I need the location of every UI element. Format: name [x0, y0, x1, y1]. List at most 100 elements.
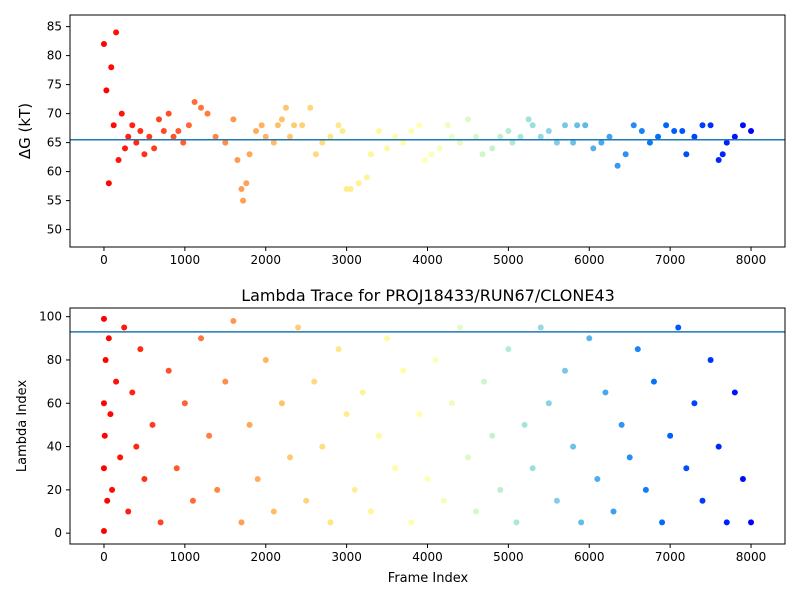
lambda-trace-data-point [100, 528, 107, 535]
delta-g-data-point [175, 128, 182, 134]
lambda-trace-data-point [562, 367, 568, 374]
delta-g-data-point [312, 151, 319, 158]
lambda-trace-data-point [319, 443, 326, 450]
delta-g-data-point [464, 116, 471, 123]
delta-g-data-point [125, 133, 132, 140]
delta-g-data-point [723, 139, 730, 146]
lambda-trace-data-point [456, 324, 463, 331]
lambda-trace-data-point [707, 356, 714, 363]
lambda-trace-data-point [109, 486, 116, 493]
lambda-trace-data-point [222, 378, 229, 385]
lambda-trace-y-axis: 0 20 40 60 80 100 [39, 310, 70, 540]
lambda-trace-y-tick-label: 0 [54, 526, 62, 540]
delta-g-chart: 0 1000 2000 3000 4000 5000 6000 7000 8000 50 55 60… [16, 14, 786, 267]
delta-g-data-point [545, 128, 552, 134]
delta-g-y-axis-label: ΔG (kT) [16, 103, 34, 159]
delta-g-data-point [170, 133, 177, 140]
delta-g-data-point [100, 41, 107, 47]
lambda-trace-y-axis-label: Lambda Index [15, 380, 30, 473]
delta-g-data-point [739, 122, 746, 129]
delta-g-data-point [719, 151, 726, 158]
lambda-trace-data-point [295, 324, 302, 331]
delta-g-data-point [630, 122, 637, 129]
delta-g-data-point [113, 29, 120, 36]
delta-g-data-point [299, 122, 306, 129]
delta-g-data-point [307, 104, 314, 111]
delta-g-data-point [509, 139, 516, 146]
lambda-trace-data-point [149, 421, 156, 428]
delta-g-data-point [416, 122, 423, 129]
delta-g-data-point [335, 122, 342, 129]
lambda-trace-data-point [189, 497, 196, 504]
delta-g-data-point [663, 122, 670, 129]
delta-g-data-point [327, 133, 334, 140]
delta-g-data-point [238, 186, 245, 192]
lambda-trace-x-axis-label: Frame Index [388, 571, 469, 586]
delta-g-data-point [198, 104, 205, 111]
lambda-trace-data-point [100, 400, 107, 407]
lambda-trace-y-tick-label: 100 [39, 310, 62, 324]
lambda-trace-data-point [545, 400, 552, 407]
delta-g-data-point [473, 133, 480, 140]
lambda-trace-data-point [513, 519, 520, 526]
lambda-trace-data-point [278, 400, 285, 407]
delta-g-data-point [707, 122, 714, 129]
delta-g-data-point [151, 145, 158, 152]
lambda-trace-data-point [723, 519, 730, 526]
lambda-trace-data-point [448, 400, 455, 407]
lambda-trace-data-point [270, 508, 277, 515]
delta-g-data-point [319, 139, 326, 146]
lambda-trace-data-point [586, 335, 593, 342]
lambda-trace-x-tick-label: 3000 [331, 550, 362, 564]
delta-g-data-point [679, 128, 686, 134]
delta-g-data-point [448, 133, 455, 140]
lambda-trace-x-tick-label: 2000 [250, 550, 281, 564]
delta-g-data-point [291, 122, 298, 129]
lambda-trace-data-point [137, 346, 144, 353]
delta-g-data-point [122, 145, 128, 152]
delta-g-data-point [489, 145, 496, 152]
lambda-trace-data-point [367, 508, 374, 515]
delta-g-data-point [146, 133, 153, 140]
delta-g-x-tick-label: 4000 [412, 253, 443, 267]
lambda-trace-data-point [731, 389, 738, 396]
delta-g-data-point [582, 122, 589, 129]
delta-g-y-tick-label: 50 [47, 223, 62, 237]
delta-g-data-point [691, 133, 698, 140]
delta-g-data-point [622, 151, 629, 158]
lambda-trace-data-point [537, 324, 544, 331]
lambda-trace-data-point [424, 476, 431, 483]
delta-g-x-tick-label: 8000 [736, 253, 767, 267]
lambda-trace-data-point [699, 497, 706, 504]
delta-g-data-point [347, 186, 354, 192]
lambda-trace-data-point [659, 519, 666, 526]
lambda-trace-data-point [335, 346, 342, 353]
lambda-trace-data-point [198, 335, 205, 342]
delta-g-y-tick-label: 55 [47, 194, 62, 208]
delta-g-x-tick-label: 5000 [493, 253, 524, 267]
lambda-trace-data-point [129, 389, 136, 396]
delta-g-data-point [562, 122, 568, 129]
lambda-trace-data-point [529, 465, 536, 472]
delta-g-data-point [212, 133, 219, 140]
lambda-trace-data-point [105, 335, 112, 342]
lambda-trace-data-point [101, 432, 108, 439]
delta-g-y-tick-label: 60 [47, 165, 62, 179]
lambda-trace-data-point [157, 519, 164, 526]
lambda-trace-data-point [497, 486, 504, 493]
delta-g-data-point [590, 145, 597, 152]
delta-g-data-point [731, 133, 738, 140]
lambda-trace-data-point [206, 432, 213, 439]
lambda-trace-data-point [117, 454, 124, 461]
delta-g-data-point [748, 128, 755, 134]
delta-g-y-tick-label: 65 [47, 136, 62, 150]
lambda-trace-data-point [667, 432, 674, 439]
lambda-trace-x-tick-label: 6000 [574, 550, 605, 564]
lambda-trace-data-point [683, 465, 690, 472]
delta-g-x-tick-label: 7000 [655, 253, 686, 267]
delta-g-y-tick-label: 70 [47, 107, 62, 121]
delta-g-data-point [204, 110, 211, 117]
lambda-trace-data-point [375, 432, 382, 439]
delta-g-data-point [262, 133, 269, 140]
